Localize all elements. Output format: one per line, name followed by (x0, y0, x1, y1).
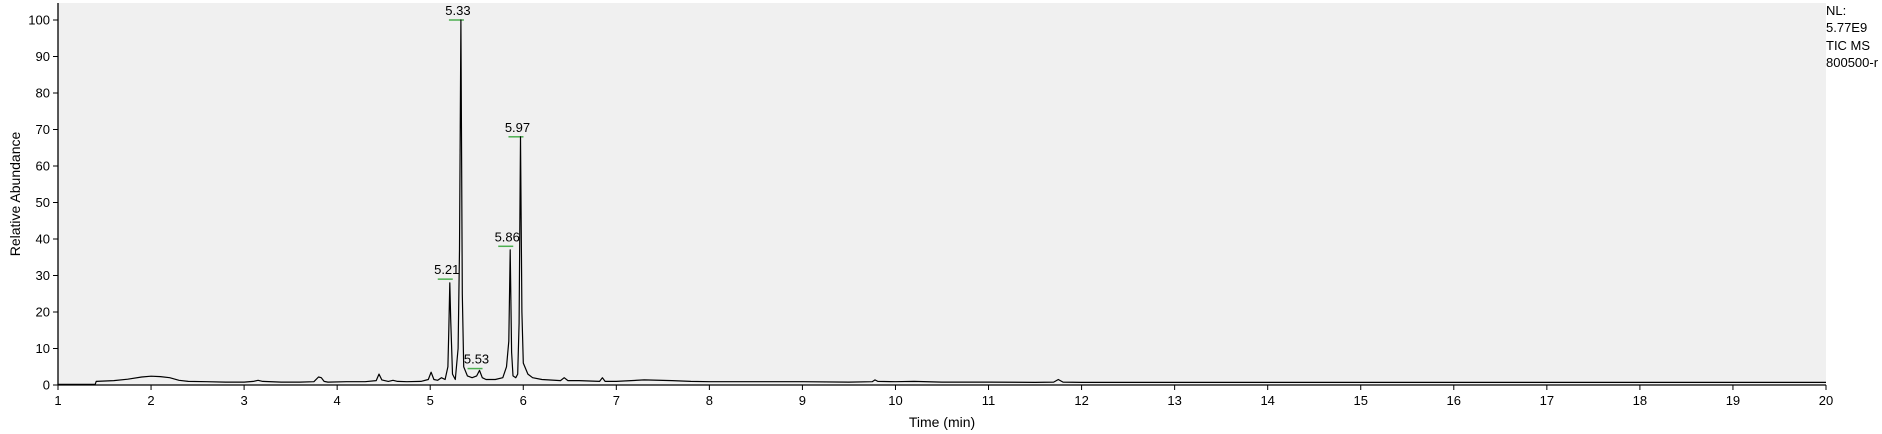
x-tick-label: 9 (799, 393, 806, 408)
y-tick-label: 30 (36, 268, 50, 283)
axis-layer (57, 3, 1826, 386)
plot-area (58, 3, 1826, 385)
x-tick-label: 5 (427, 393, 434, 408)
series-layer (58, 19, 1826, 385)
x-tick-label: 12 (1074, 393, 1088, 408)
x-tick-label: 7 (613, 393, 620, 408)
x-tick-label: 20 (1819, 393, 1833, 408)
x-tick-label: 4 (334, 393, 341, 408)
y-tick-label: 60 (36, 159, 50, 174)
peak-label: 5.21 (434, 262, 459, 277)
x-axis-title: Time (min) (909, 414, 975, 430)
x-tick-label: 16 (1447, 393, 1461, 408)
y-tick-label: 10 (36, 341, 50, 356)
y-tick-label: 20 (36, 305, 50, 320)
peak-label: 5.86 (495, 229, 520, 244)
file-name-label: 800500-r (1826, 55, 1879, 70)
series-line (58, 19, 1826, 385)
y-tick-label: 70 (36, 122, 50, 137)
nl-label: NL: (1826, 3, 1847, 18)
x-tick-label: 15 (1354, 393, 1368, 408)
x-tick-label: 11 (982, 393, 996, 408)
x-tick-label: 19 (1726, 393, 1740, 408)
x-tick-label: 6 (520, 393, 527, 408)
trace-type-label: TIC MS (1826, 38, 1871, 53)
peak-label: 5.53 (464, 352, 489, 367)
peak-label: 5.33 (445, 3, 470, 18)
y-tick-label: 100 (28, 13, 50, 28)
y-axis-title: Relative Abundance (7, 132, 23, 257)
y-tick-label: 0 (43, 378, 50, 393)
x-tick-label: 14 (1260, 393, 1274, 408)
x-tick-label: 18 (1633, 393, 1647, 408)
x-tick-label: 17 (1540, 393, 1554, 408)
x-tick-label: 13 (1167, 393, 1181, 408)
y-tick-label: 80 (36, 86, 50, 101)
peak-label-layer: 5.21 5.33 5.53 5.86 5.97 (434, 3, 530, 367)
x-tick-label: 3 (240, 393, 247, 408)
tick-layer: 1 2 3 4 5 6 7 8 9 10 11 12 13 14 15 16 17 18 19 20010203040… (28, 13, 1833, 409)
x-tick-label: 2 (147, 393, 154, 408)
y-tick-label: 90 (36, 49, 50, 64)
nl-value: 5.77E9 (1826, 20, 1868, 35)
x-tick-label: 8 (706, 393, 713, 408)
y-tick-label: 40 (36, 232, 50, 247)
peak-label: 5.97 (505, 120, 530, 135)
x-tick-label: 10 (888, 393, 902, 408)
y-tick-label: 50 (36, 195, 50, 210)
x-tick-label: 1 (54, 393, 61, 408)
